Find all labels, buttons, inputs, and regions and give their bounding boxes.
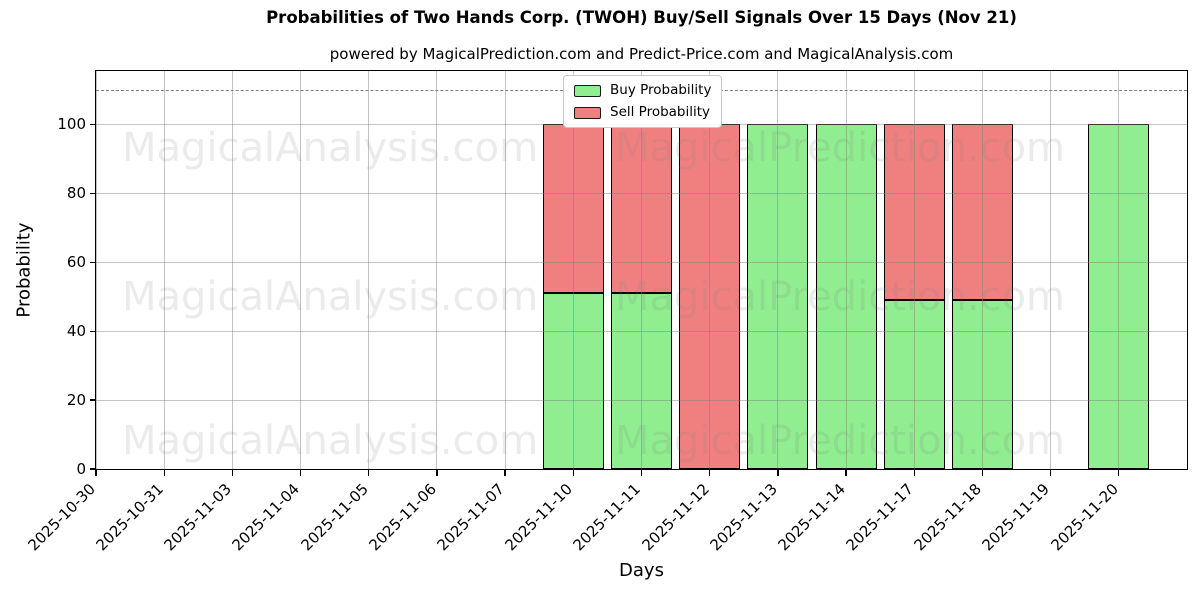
y-tick	[89, 468, 96, 470]
x-tick-label: 2025-11-07	[433, 480, 508, 555]
y-tick	[89, 330, 96, 332]
x-tick	[572, 469, 574, 476]
gridline-horizontal	[96, 399, 1187, 401]
bar-sell-segment	[883, 124, 945, 301]
bar-sell-segment	[679, 124, 741, 469]
x-tick-label: 2025-11-17	[842, 480, 917, 555]
gridline-vertical	[95, 71, 97, 469]
bar-buy-segment	[611, 293, 672, 469]
x-tick-label: 2025-11-19	[978, 480, 1054, 555]
x-axis-label: Days	[619, 560, 664, 581]
x-tick-label: 2025-11-04	[228, 480, 304, 555]
gridline-vertical	[436, 71, 438, 469]
y-tick-label: 60	[66, 253, 86, 272]
x-tick-label: 2025-10-31	[92, 480, 167, 555]
gridline-vertical	[300, 71, 302, 469]
bar-sell-segment	[611, 124, 672, 294]
x-tick	[436, 469, 438, 476]
chart-title: Probabilities of Two Hands Corp. (TWOH) …	[266, 8, 1017, 27]
y-tick-label: 40	[66, 322, 86, 341]
x-tick	[981, 469, 984, 476]
gridline-horizontal	[96, 330, 1187, 332]
legend-label: Buy Probability	[610, 82, 712, 98]
bar-buy-segment	[815, 124, 877, 469]
gridline-vertical	[163, 71, 165, 469]
bar-sell-segment	[542, 124, 604, 294]
gridline-vertical	[1050, 71, 1052, 469]
gridline-vertical	[709, 71, 711, 469]
y-tick	[89, 399, 96, 401]
bar-buy-segment	[951, 300, 1013, 469]
legend-item-buy: Buy Probability	[574, 83, 711, 98]
y-tick	[89, 123, 96, 126]
x-tick-label: 2025-11-05	[297, 480, 372, 555]
x-tick-label: 2025-11-10	[501, 480, 577, 555]
watermark-text: MagicalPrediction.com	[615, 274, 1065, 320]
watermark-text: MagicalAnalysis.com	[121, 125, 539, 171]
gridline-vertical	[368, 71, 370, 469]
bar-buy-segment	[542, 293, 604, 469]
x-tick	[1049, 469, 1052, 476]
x-tick	[640, 469, 643, 476]
y-tick	[89, 192, 96, 194]
gridline-horizontal	[96, 192, 1187, 194]
bar-buy-segment	[1088, 124, 1150, 469]
y-axis-label: Probability	[13, 222, 35, 318]
plot-area	[95, 70, 1188, 470]
legend-label: Sell Probability	[610, 104, 711, 120]
x-tick	[231, 469, 234, 476]
buy-swatch-icon	[574, 84, 601, 97]
gridline-vertical	[913, 71, 915, 469]
legend-item-sell: Sell Probability	[574, 105, 711, 120]
x-tick-label: 2025-11-11	[569, 480, 645, 555]
gridline-vertical	[981, 71, 983, 469]
bar-buy-segment	[883, 300, 945, 469]
gridline-vertical	[572, 71, 574, 469]
x-tick-label: 2025-11-12	[638, 480, 713, 555]
x-tick-label: 2025-11-20	[1047, 480, 1122, 555]
x-tick	[299, 469, 302, 476]
gridline-vertical	[641, 71, 642, 469]
watermark-text: MagicalPrediction.com	[615, 418, 1065, 464]
watermark-text: MagicalAnalysis.com	[121, 274, 539, 320]
y-tick-label: 100	[57, 115, 86, 134]
x-tick	[777, 469, 779, 476]
chart-subtitle: powered by MagicalPrediction.com and Pre…	[329, 45, 954, 63]
x-tick-label: 2025-11-06	[365, 480, 440, 555]
bar-buy-segment	[747, 124, 809, 469]
x-tick-label: 2025-11-18	[910, 480, 986, 555]
gridline-vertical	[845, 71, 847, 469]
sell-swatch-icon	[574, 106, 601, 119]
x-tick-label: 2025-11-13	[706, 480, 781, 555]
x-tick	[709, 469, 711, 476]
x-tick	[163, 469, 165, 476]
bar-sell-segment	[951, 124, 1013, 301]
watermark-text: MagicalPrediction.com	[615, 125, 1065, 171]
x-tick	[95, 469, 97, 476]
y-tick-label: 0	[76, 460, 86, 478]
legend: Buy Probability Sell Probability	[563, 75, 723, 128]
y-tick-label: 20	[66, 391, 86, 410]
y-tick	[89, 261, 96, 263]
x-tick	[913, 469, 915, 476]
gridline-vertical	[504, 71, 506, 469]
x-tick-label: 2025-11-14	[774, 480, 849, 555]
x-tick-label: 2025-11-03	[160, 480, 236, 555]
gridline-horizontal	[96, 261, 1187, 263]
x-tick	[504, 469, 506, 476]
gridline-vertical	[231, 71, 233, 469]
watermark-text: MagicalAnalysis.com	[121, 418, 539, 464]
x-tick	[845, 469, 847, 476]
x-tick	[368, 469, 370, 476]
y-tick-label: 80	[66, 184, 86, 203]
gridline-vertical	[777, 71, 779, 469]
x-tick-label: 2025-10-30	[24, 480, 99, 555]
gridline-vertical	[1118, 71, 1120, 469]
x-tick	[1118, 469, 1120, 476]
